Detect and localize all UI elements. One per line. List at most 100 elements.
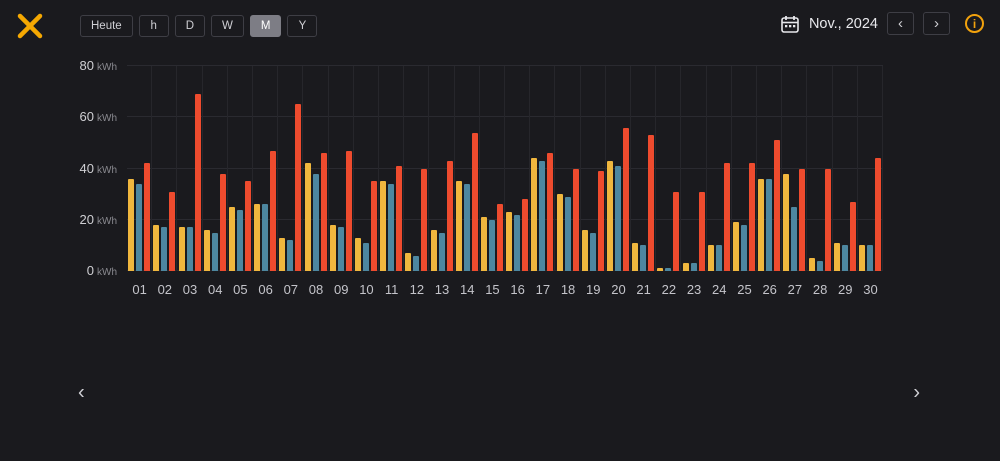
bar-group-14[interactable] <box>455 66 480 271</box>
bar-group-07[interactable] <box>278 66 304 271</box>
bar-group-04[interactable] <box>203 66 228 271</box>
bar-yellow-23[interactable] <box>682 263 689 271</box>
bar-yellow-21[interactable] <box>632 242 639 271</box>
bar-red-14[interactable] <box>471 132 478 271</box>
bar-red-13[interactable] <box>446 160 453 271</box>
bar-red-01[interactable] <box>144 163 151 271</box>
bar-yellow-04[interactable] <box>203 230 210 271</box>
bar-yellow-09[interactable] <box>329 224 336 271</box>
close-button[interactable] <box>16 12 44 40</box>
bar-group-29[interactable] <box>833 66 858 271</box>
bar-yellow-08[interactable] <box>304 163 311 271</box>
bar-yellow-02[interactable] <box>153 224 160 271</box>
bar-teal-23[interactable] <box>690 263 697 271</box>
bar-red-20[interactable] <box>622 127 629 271</box>
bar-teal-30[interactable] <box>866 245 873 271</box>
bar-teal-06[interactable] <box>262 204 269 271</box>
bar-teal-02[interactable] <box>161 227 168 271</box>
bar-group-22[interactable] <box>656 66 682 271</box>
bar-group-19[interactable] <box>581 66 606 271</box>
range-button-d[interactable]: D <box>174 15 205 37</box>
bar-red-05[interactable] <box>244 181 251 271</box>
bar-red-23[interactable] <box>698 191 705 271</box>
bar-red-03[interactable] <box>194 94 201 271</box>
bar-yellow-15[interactable] <box>480 217 487 271</box>
range-button-heute[interactable]: Heute <box>80 15 133 37</box>
bar-yellow-29[interactable] <box>833 242 840 271</box>
bar-teal-18[interactable] <box>564 196 571 271</box>
bar-yellow-20[interactable] <box>606 160 613 271</box>
bar-red-09[interactable] <box>345 150 352 271</box>
bar-yellow-22[interactable] <box>657 268 664 271</box>
bar-teal-04[interactable] <box>211 232 218 271</box>
bar-teal-10[interactable] <box>362 242 369 271</box>
bar-teal-29[interactable] <box>841 245 848 271</box>
bar-teal-25[interactable] <box>740 224 747 271</box>
bar-teal-20[interactable] <box>614 165 621 271</box>
prev-month-button[interactable]: ‹ <box>887 12 914 35</box>
bar-teal-24[interactable] <box>715 245 722 271</box>
bar-group-21[interactable] <box>631 66 657 271</box>
bar-teal-08[interactable] <box>312 173 319 271</box>
bar-yellow-10[interactable] <box>354 237 361 271</box>
bar-group-18[interactable] <box>555 66 581 271</box>
stats-prev-button[interactable]: ‹ <box>78 381 85 404</box>
bar-group-30[interactable] <box>858 66 884 271</box>
stats-next-button[interactable]: › <box>913 381 920 404</box>
bar-red-06[interactable] <box>270 150 277 271</box>
bar-red-27[interactable] <box>799 168 806 271</box>
bar-group-03[interactable] <box>177 66 203 271</box>
range-button-m[interactable]: M <box>249 15 282 37</box>
bar-red-22[interactable] <box>673 191 680 271</box>
bar-yellow-27[interactable] <box>783 173 790 271</box>
bar-group-10[interactable] <box>354 66 380 271</box>
bar-teal-26[interactable] <box>766 178 773 271</box>
bar-red-25[interactable] <box>748 163 755 271</box>
bar-red-15[interactable] <box>496 204 503 271</box>
bar-yellow-24[interactable] <box>707 245 714 271</box>
bar-group-02[interactable] <box>152 66 178 271</box>
bar-yellow-07[interactable] <box>279 237 286 271</box>
bar-group-05[interactable] <box>228 66 254 271</box>
bar-yellow-05[interactable] <box>228 206 235 271</box>
bar-yellow-01[interactable] <box>128 178 135 271</box>
bar-yellow-13[interactable] <box>430 230 437 271</box>
bar-teal-03[interactable] <box>186 227 193 271</box>
bar-teal-12[interactable] <box>413 255 420 271</box>
bar-yellow-03[interactable] <box>178 227 185 271</box>
bar-yellow-26[interactable] <box>758 178 765 271</box>
bar-yellow-17[interactable] <box>531 158 538 271</box>
bar-yellow-30[interactable] <box>858 245 865 271</box>
next-month-button[interactable]: › <box>923 12 950 35</box>
bar-red-26[interactable] <box>774 140 781 271</box>
bar-red-08[interactable] <box>320 153 327 271</box>
bar-group-13[interactable] <box>429 66 455 271</box>
bar-teal-07[interactable] <box>287 240 294 271</box>
bar-group-17[interactable] <box>530 66 556 271</box>
bar-yellow-28[interactable] <box>808 258 815 271</box>
bar-group-06[interactable] <box>253 66 279 271</box>
range-button-w[interactable]: W <box>211 15 244 37</box>
bar-red-18[interactable] <box>572 168 579 271</box>
bar-red-04[interactable] <box>219 173 226 271</box>
bar-teal-15[interactable] <box>488 219 495 271</box>
bar-teal-22[interactable] <box>665 268 672 271</box>
bar-group-15[interactable] <box>480 66 506 271</box>
bar-red-28[interactable] <box>824 168 831 271</box>
bar-group-08[interactable] <box>303 66 329 271</box>
bar-group-24[interactable] <box>707 66 732 271</box>
bar-red-17[interactable] <box>547 153 554 271</box>
bar-yellow-18[interactable] <box>556 194 563 271</box>
bar-yellow-16[interactable] <box>506 212 513 271</box>
bar-yellow-14[interactable] <box>455 181 462 271</box>
bar-teal-16[interactable] <box>514 214 521 271</box>
bar-yellow-06[interactable] <box>254 204 261 271</box>
bar-teal-14[interactable] <box>463 183 470 271</box>
bar-group-27[interactable] <box>782 66 808 271</box>
range-button-h[interactable]: h <box>138 15 169 37</box>
bar-teal-13[interactable] <box>438 232 445 271</box>
bar-red-11[interactable] <box>396 165 403 271</box>
bar-red-12[interactable] <box>421 168 428 271</box>
bar-group-25[interactable] <box>732 66 758 271</box>
bar-red-16[interactable] <box>522 199 529 271</box>
